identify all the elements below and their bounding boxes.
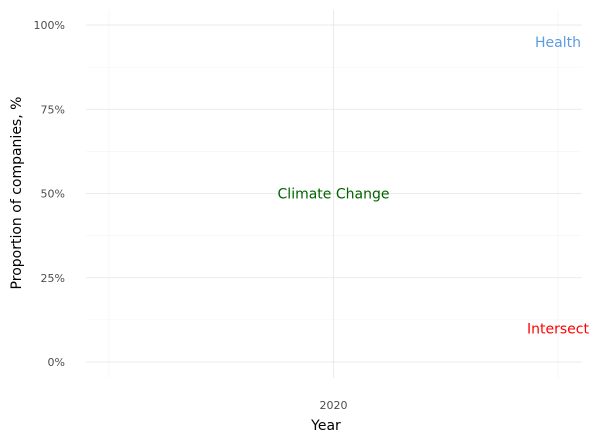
- x-axis-title: Year: [310, 418, 341, 434]
- y-tick-label: 0%: [48, 356, 65, 369]
- y-tick-label: 50%: [41, 188, 65, 201]
- minor-gridlines: [86, 10, 582, 378]
- y-tick-label: 25%: [41, 272, 65, 285]
- annotation-climate-change: Climate Change: [278, 187, 390, 203]
- annotations: Health Climate Change Intersect: [278, 35, 590, 337]
- major-gridlines: [86, 10, 582, 378]
- y-tick-labels: 0% 25% 50% 75% 100%: [34, 19, 65, 369]
- annotation-health: Health: [535, 35, 581, 51]
- y-tick-label: 75%: [41, 103, 65, 116]
- y-axis-title: Proportion of companies, %: [9, 97, 25, 290]
- x-tick-labels: 2020: [320, 399, 348, 412]
- x-tick-label: 2020: [320, 399, 348, 412]
- annotation-intersect: Intersect: [527, 321, 589, 337]
- y-tick-label: 100%: [34, 19, 65, 32]
